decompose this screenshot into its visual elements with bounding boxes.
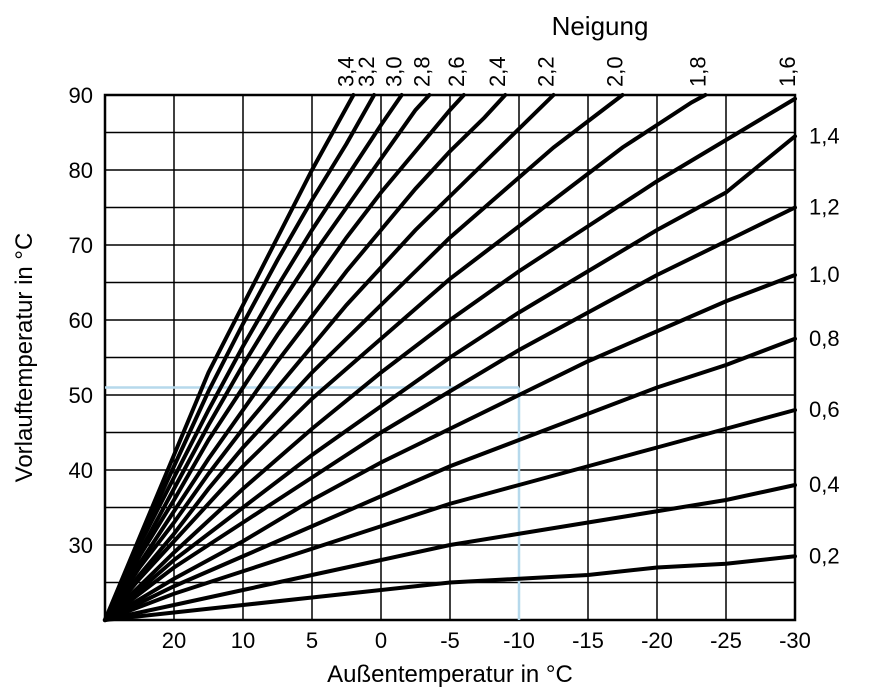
y-tick-label: 60 [69,308,93,333]
x-tick-label: 0 [375,628,387,653]
slope-label: 2,8 [409,56,434,87]
x-tick-label: -30 [779,628,811,653]
slope-label: 2,0 [603,56,628,87]
y-tick-label: 40 [69,458,93,483]
slope-label: 2,4 [485,56,510,87]
slope-label: 1,6 [775,56,800,87]
y-tick-label: 70 [69,233,93,258]
heating-curve-chart: 3,43,23,02,82,62,42,22,01,81,61,41,21,00… [0,0,872,697]
slope-label: 1,8 [685,56,710,87]
slope-label: 3,2 [354,56,379,87]
x-tick-label: 5 [306,628,318,653]
y-tick-label: 80 [69,158,93,183]
x-tick-label: -5 [440,628,460,653]
slope-label: 0,2 [809,543,840,568]
slope-label: 3,0 [382,56,407,87]
y-tick-label: 50 [69,383,93,408]
x-tick-label: 10 [231,628,255,653]
y-tick-label: 30 [69,533,93,558]
slope-label: 0,6 [809,397,840,422]
slope-label: 1,2 [809,195,840,220]
slope-label: 0,8 [809,326,840,351]
x-tick-label: -15 [572,628,604,653]
y-tick-label: 90 [69,83,93,108]
slope-label: 2,6 [444,56,469,87]
x-tick-label: 20 [162,628,186,653]
y-axis-title: Vorlauftemperatur in °C [11,233,38,483]
x-tick-label: -20 [641,628,673,653]
slope-label: 1,4 [809,123,840,148]
chart-heading: Neigung [552,11,649,41]
x-axis-title: Außentemperatur in °C [327,661,573,688]
slope-label: 1,0 [809,262,840,287]
x-tick-label: -10 [503,628,535,653]
x-tick-label: -25 [710,628,742,653]
slope-label: 2,2 [534,56,559,87]
slope-label: 0,4 [809,472,840,497]
